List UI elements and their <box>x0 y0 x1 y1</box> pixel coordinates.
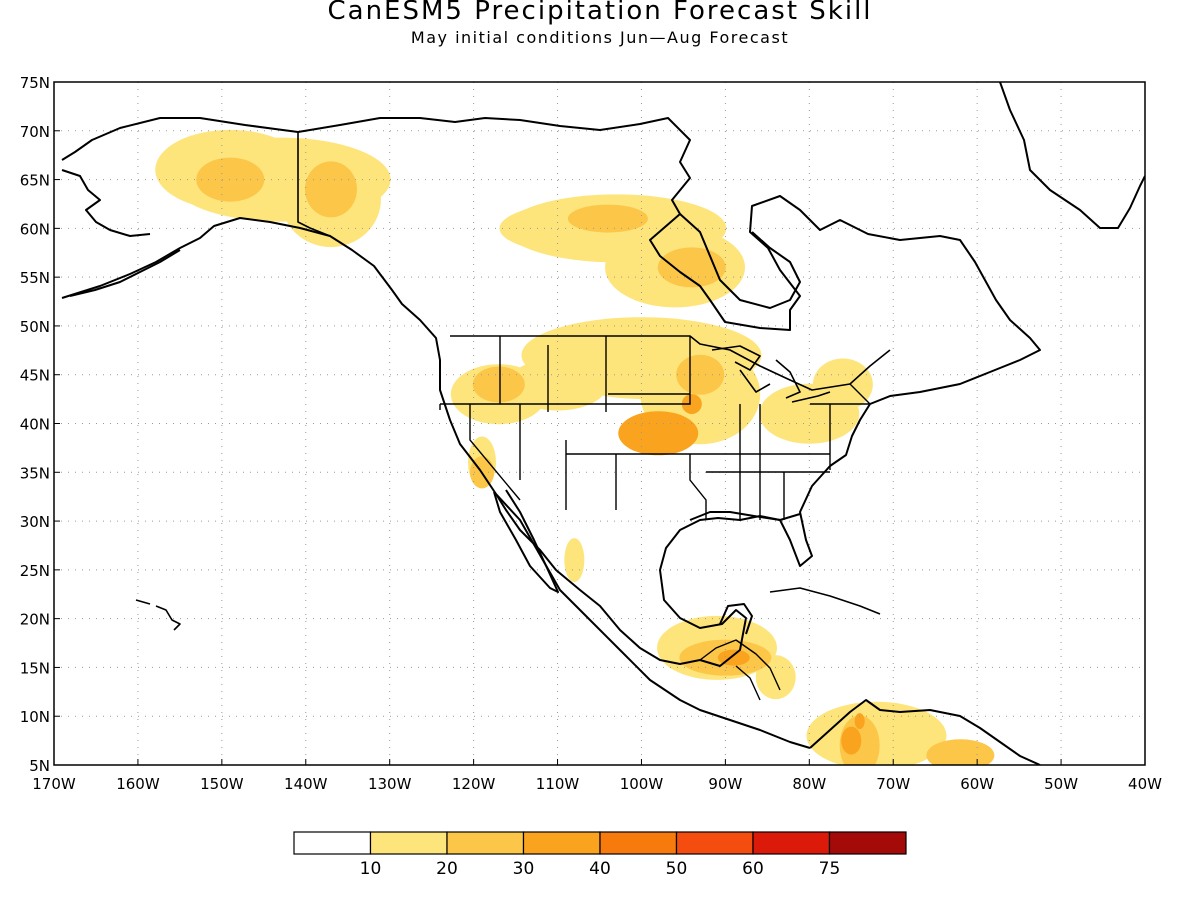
lon-tick-label: 90W <box>708 775 742 793</box>
map-subtitle: May initial conditions Jun—Aug Forecast <box>410 28 790 47</box>
colorbar-swatch <box>446 831 525 855</box>
lon-tick-label: 50W <box>1044 775 1078 793</box>
hawaii <box>135 599 181 631</box>
colorbar: 10 20 30 40 50 60 75 <box>293 831 907 879</box>
skill-region <box>567 204 648 233</box>
lat-tick-label: 40N <box>20 416 50 434</box>
state-lines <box>439 336 871 520</box>
colorbar-label: 75 <box>819 859 841 879</box>
alaska-west-coast <box>61 169 151 237</box>
lat-tick-label: 30N <box>20 513 50 531</box>
lon-tick-label: 130W <box>368 775 412 793</box>
colorbar-label: 30 <box>513 859 535 879</box>
central-america-borders <box>699 639 781 701</box>
lon-tick-label: 60W <box>960 775 994 793</box>
map-title: CanESM5 Precipitation Forecast Skill <box>327 0 873 26</box>
colorbar-label: 10 <box>360 859 382 879</box>
lat-tick-label: 55N <box>20 269 50 287</box>
lon-tick-label: 140W <box>284 775 328 793</box>
skill-shading-layer <box>155 129 995 765</box>
longitude-tick-labels: 170W 160W 150W 140W 130W 120W 110W 100W 90W 80W 70… <box>32 775 1162 793</box>
lon-tick-label: 40W <box>1128 775 1162 793</box>
lat-tick-label: 45N <box>20 367 50 385</box>
colorbar-swatch <box>599 831 678 855</box>
skill-region <box>926 739 995 765</box>
lat-tick-label: 50N <box>20 318 50 336</box>
alaska-peninsula <box>69 249 181 297</box>
yucatan <box>719 603 753 635</box>
lon-tick-label: 160W <box>116 775 160 793</box>
lon-tick-label: 100W <box>620 775 664 793</box>
lat-tick-label: 60N <box>20 220 50 238</box>
hudson-bay-coast <box>679 213 801 309</box>
map-frame <box>53 81 1146 766</box>
latitude-tick-labels: 5N 10N 15N 20N 25N 30N 35N 40N 45N 50N 55N 60N 65N 70… <box>20 74 50 775</box>
lat-tick-label: 25N <box>20 562 50 580</box>
alaska-canada-border <box>297 132 331 237</box>
lat-tick-label: 5N <box>29 757 50 775</box>
cuba <box>769 587 881 615</box>
baja-california <box>493 489 559 593</box>
lon-tick-label: 150W <box>200 775 244 793</box>
coastlines-and-borders <box>61 82 1145 765</box>
colorbar-swatch <box>522 831 601 855</box>
greenland-coast <box>999 82 1145 229</box>
skill-contour-30-40 <box>841 726 862 755</box>
colorbar-label: 50 <box>666 859 688 879</box>
lon-tick-label: 70W <box>876 775 910 793</box>
skill-region <box>472 366 525 403</box>
skill-region <box>657 247 726 288</box>
coastline-north-america <box>61 117 1041 667</box>
lon-tick-label: 170W <box>32 775 76 793</box>
us-canada-border <box>450 335 891 391</box>
colorbar-label: 40 <box>589 859 611 879</box>
lat-tick-label: 70N <box>20 123 50 141</box>
lat-tick-label: 15N <box>20 659 50 677</box>
mexico-pacific-coast <box>495 493 811 749</box>
lat-tick-label: 10N <box>20 708 50 726</box>
lat-tick-label: 75N <box>20 74 50 92</box>
great-lakes <box>711 345 831 403</box>
lon-tick-label: 80W <box>792 775 826 793</box>
lon-tick-label: 120W <box>452 775 496 793</box>
skill-contour-30-40 <box>681 393 702 414</box>
skill-contour-30-40 <box>854 713 865 730</box>
skill-contour-30-40 <box>638 416 679 441</box>
lat-tick-label: 20N <box>20 611 50 629</box>
skill-region <box>676 354 725 395</box>
skill-region <box>196 157 265 202</box>
colorbar-swatch <box>828 831 907 855</box>
colorbar-label: 60 <box>742 859 764 879</box>
lat-tick-label: 35N <box>20 464 50 482</box>
colorbar-label: 20 <box>436 859 458 879</box>
lon-tick-label: 110W <box>536 775 580 793</box>
us-state-borders <box>439 336 871 520</box>
south-america-coast <box>809 699 1041 765</box>
lat-tick-label: 65N <box>20 172 50 190</box>
colorbar-swatch <box>675 831 754 855</box>
colorbar-swatch <box>369 831 448 855</box>
skill-contour-10-20 <box>564 538 585 583</box>
skill-region <box>304 161 357 218</box>
colorbar-swatch <box>293 831 372 855</box>
colorbar-swatch <box>752 831 831 855</box>
